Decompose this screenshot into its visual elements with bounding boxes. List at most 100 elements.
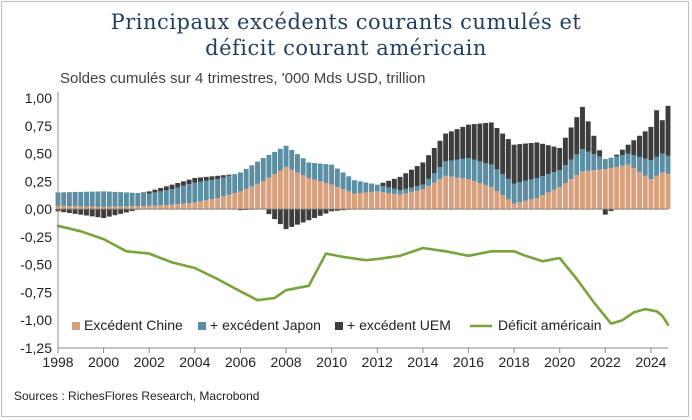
bar-emu (294, 209, 300, 225)
y-tick-label: -0,75 (20, 284, 52, 300)
bar-china (528, 199, 534, 210)
bar-china (209, 199, 215, 210)
bar-japan (488, 164, 494, 187)
bar-china (466, 179, 471, 210)
bar-china (89, 206, 95, 210)
bar-china (426, 185, 432, 210)
bar-japan (568, 159, 574, 180)
bar-emu (619, 149, 625, 155)
bar-emu (466, 124, 471, 158)
legend: Excédent Chine + excédent Japon + excédent… (72, 317, 601, 333)
bar-emu (397, 176, 403, 191)
bar-japan (192, 182, 198, 203)
bar-japan (198, 181, 203, 202)
bar-japan (312, 163, 317, 180)
bar-emu (118, 209, 124, 214)
y-tick-label: 0,00 (25, 201, 52, 217)
bar-emu (84, 209, 89, 216)
bar-china (545, 192, 551, 210)
bar-china (619, 165, 625, 210)
legend-swatch (335, 322, 343, 330)
bar-japan (209, 179, 215, 200)
bar-china (340, 189, 346, 210)
bar-japan (249, 165, 255, 187)
bar-emu (420, 162, 426, 185)
bar-china (215, 198, 221, 210)
bar-china (118, 206, 124, 210)
x-tick-label: 2000 (88, 354, 119, 370)
bar-japan (420, 184, 426, 190)
bar-japan (317, 163, 323, 182)
bar-china (272, 174, 278, 210)
bar-china (260, 181, 266, 210)
bar-japan (220, 177, 226, 197)
bar-emu (505, 139, 511, 179)
x-tick-label: 2006 (225, 354, 256, 370)
bar-emu (642, 131, 648, 159)
bar-emu (659, 120, 665, 154)
bar-japan (66, 192, 72, 207)
bar-china (562, 183, 568, 210)
bar-emu (477, 123, 483, 162)
bar-japan (534, 178, 540, 198)
bar-china (277, 170, 283, 210)
bar-japan (215, 179, 221, 198)
bar-china (78, 206, 84, 210)
bar-china (300, 175, 306, 210)
legend-swatch (72, 322, 80, 330)
series-line-us-deficit (56, 224, 670, 327)
bar-china (591, 170, 597, 210)
bar-china (540, 195, 546, 210)
bar-china (642, 175, 648, 210)
legend-swatch (198, 322, 206, 330)
y-tick-label: -0,25 (20, 229, 52, 245)
bar-china (557, 186, 563, 210)
bar-japan (500, 174, 506, 196)
x-tick-label: 2020 (544, 354, 575, 370)
y-tick-label: 0,75 (25, 118, 52, 134)
bar-emu (568, 127, 574, 160)
bar-japan (505, 178, 511, 200)
bar-japan (123, 192, 129, 207)
bar-china (334, 186, 340, 210)
bar-china (180, 203, 186, 210)
bar-china (631, 168, 637, 210)
bar-japan (277, 148, 283, 171)
bar-china (409, 191, 414, 210)
bar-emu (215, 175, 221, 180)
bar-emu (175, 183, 181, 188)
bar-japan (129, 192, 135, 207)
bar-china (574, 175, 580, 210)
x-tick-label: 2014 (407, 354, 438, 370)
bar-china (112, 206, 118, 210)
x-tick-label: 2024 (635, 354, 666, 370)
bar-emu (198, 177, 203, 182)
bar-china (249, 186, 255, 210)
bar-emu (437, 140, 443, 168)
bar-emu (614, 154, 620, 157)
bar-china (152, 205, 158, 210)
bar-china (454, 177, 460, 210)
bar-china (374, 191, 380, 210)
bar-emu (631, 140, 637, 156)
bar-japan (72, 192, 78, 207)
bar-japan (494, 169, 500, 192)
bar-japan (665, 155, 671, 174)
bar-emu (448, 131, 454, 161)
bar-china (659, 172, 665, 210)
bar-emu (78, 209, 84, 215)
bar-china (203, 200, 209, 210)
bar-china (357, 193, 363, 210)
bar-emu (340, 209, 346, 211)
bar-emu (163, 186, 169, 191)
bar-emu (323, 209, 329, 214)
bar-china (158, 205, 164, 210)
bar-emu (141, 192, 146, 194)
bar-emu (602, 209, 608, 215)
bar-china (243, 188, 249, 210)
bar-emu (500, 133, 506, 175)
bar-emu (551, 146, 557, 173)
bar-japan (272, 151, 278, 175)
bar-emu (443, 133, 449, 162)
line-layer (56, 224, 670, 327)
